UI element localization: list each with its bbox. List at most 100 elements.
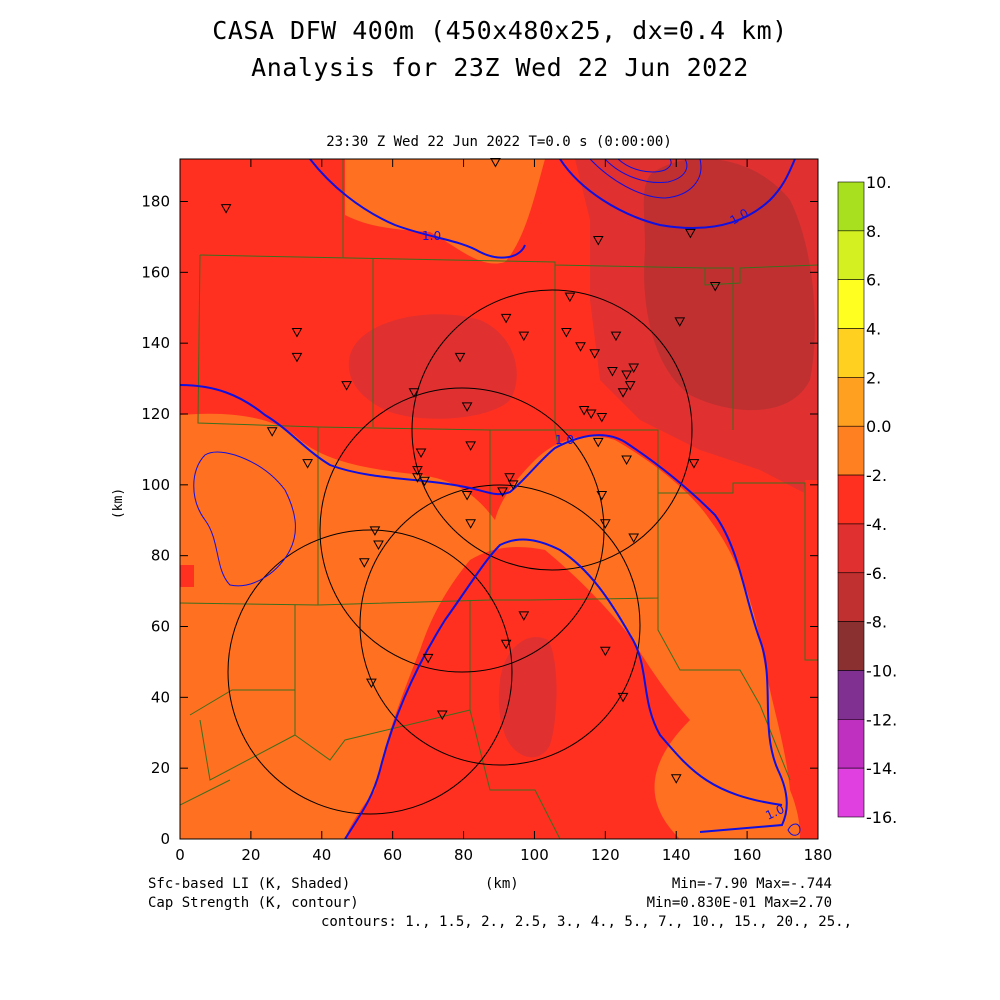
colorbar-swatch	[837, 767, 865, 818]
shaded-field-label: Sfc-based LI (K, Shaded)	[148, 876, 351, 892]
station-marker	[621, 370, 632, 381]
station-marker	[585, 409, 597, 420]
station-marker	[674, 317, 686, 327]
li-region-southwest-orange	[180, 600, 240, 839]
station-marker	[341, 381, 352, 391]
station-marker	[419, 476, 430, 487]
station-marker	[709, 282, 721, 292]
observation-stations	[220, 158, 721, 784]
station-marker	[628, 363, 640, 373]
valid-time-label: 23:30 Z Wed 22 Jun 2022 T=0.0 s (0:00:00…	[326, 134, 672, 150]
colorbar-swatch	[837, 279, 865, 329]
station-marker	[465, 441, 476, 451]
station-marker	[518, 331, 530, 342]
colorbar-label: -16.	[866, 808, 897, 827]
li-region-central-moderate	[348, 314, 517, 419]
colorbar-label: 10.	[866, 173, 891, 192]
colorbar-label: -12.	[866, 710, 897, 729]
station-marker	[617, 388, 629, 398]
station-marker	[220, 204, 232, 214]
axis-ticks: 0 20 40 60 80 100 120 140 160 180 0 20 40 60 80 100 120 1…	[141, 159, 832, 864]
shaded-min-max: Min=-7.90 Max=-.744	[671, 876, 832, 892]
x-tick-label: 120	[591, 846, 620, 864]
colorbar-label: 4.	[866, 320, 881, 339]
station-marker	[366, 678, 377, 689]
station-marker	[596, 413, 608, 423]
station-marker	[461, 490, 473, 501]
station-marker	[575, 342, 586, 352]
station-marker	[628, 533, 640, 543]
station-marker	[266, 427, 278, 437]
colorbar-swatch	[837, 328, 865, 378]
y-tick-label: 180	[141, 193, 170, 211]
station-marker	[607, 367, 618, 377]
x-tick-label: 80	[454, 846, 473, 864]
shaded-field	[180, 159, 818, 839]
colorbar-label: 8.	[866, 222, 881, 241]
colorbar-swatch	[837, 670, 865, 720]
colorbar-label: -8.	[866, 613, 887, 632]
li-region-south-moderate	[498, 636, 557, 758]
y-tick-label: 160	[141, 263, 170, 281]
station-marker	[564, 292, 576, 303]
colorbar-label: -6.	[866, 564, 887, 583]
radar-range-rings	[227, 289, 693, 815]
x-tick-label: 140	[662, 846, 691, 864]
station-marker	[461, 402, 473, 412]
colorbar-label: 0.0	[866, 417, 891, 436]
station-marker	[408, 388, 420, 398]
station-marker	[589, 349, 601, 359]
y-axis-label: (km)	[111, 487, 127, 520]
station-marker	[578, 405, 590, 416]
contour-levels: contours: 1., 1.5, 2., 2.5, 3., 4., 5., …	[320, 914, 852, 930]
x-tick-label: 180	[804, 846, 833, 864]
station-marker	[610, 331, 622, 342]
x-axis-label: (km)	[485, 876, 519, 892]
y-tick-label: 60	[151, 618, 170, 636]
station-marker	[497, 487, 508, 497]
colorbar-swatch	[837, 719, 865, 769]
li-region-north-strong	[643, 159, 815, 411]
colorbar-label: 2.	[866, 368, 881, 387]
colorbar-swatch	[837, 377, 865, 427]
station-marker	[621, 455, 632, 466]
li-region-north-orange	[345, 159, 545, 264]
station-marker	[599, 519, 611, 529]
station-marker	[507, 480, 519, 490]
x-tick-label: 160	[733, 846, 762, 864]
station-marker	[500, 313, 512, 324]
colorbar-swatch	[837, 425, 865, 476]
station-marker	[688, 459, 700, 469]
station-marker	[596, 490, 608, 501]
station-marker	[302, 459, 313, 469]
station-marker	[454, 352, 466, 363]
station-marker	[500, 639, 512, 650]
y-tick-label: 0	[160, 830, 170, 848]
station-marker	[358, 558, 370, 568]
station-marker	[415, 448, 427, 458]
station-marker	[617, 692, 629, 703]
x-tick-label: 60	[383, 846, 402, 864]
x-tick-label: 20	[241, 846, 260, 864]
station-marker	[422, 653, 434, 664]
analysis-time-title: Analysis for 23Z Wed 22 Jun 2022	[251, 53, 749, 82]
station-marker	[369, 526, 381, 536]
plot-frame	[179, 158, 819, 840]
colorbar-swatch	[837, 621, 865, 671]
station-marker	[412, 473, 423, 483]
x-tick-label: 100	[520, 846, 549, 864]
y-tick-label: 80	[151, 547, 170, 565]
li-region-west-notch	[180, 565, 194, 587]
station-marker	[560, 328, 572, 338]
contour-min-max: Min=0.830E-01 Max=2.70	[646, 895, 832, 911]
colorbar-label: -2.	[866, 466, 887, 485]
colorbar-swatch	[837, 572, 865, 622]
station-marker	[291, 328, 303, 338]
x-tick-label: 40	[312, 846, 331, 864]
y-tick-label: 20	[151, 759, 170, 777]
colorbar-swatch	[837, 230, 865, 280]
station-marker	[599, 646, 611, 657]
station-marker	[412, 466, 423, 476]
colorbar-label: -10.	[866, 661, 897, 680]
